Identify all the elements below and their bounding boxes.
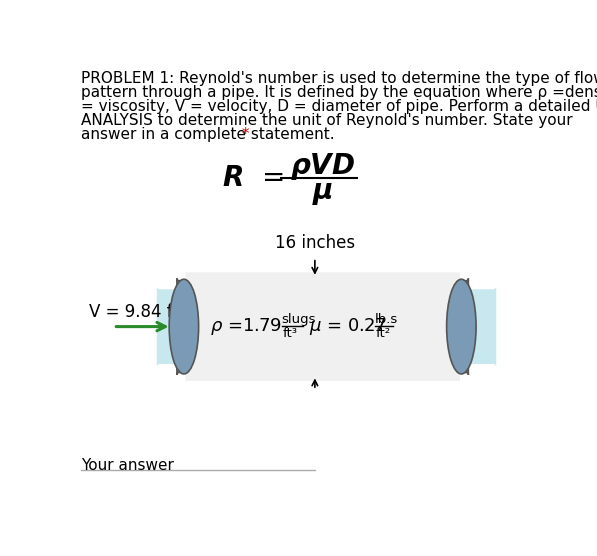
Text: ANALYSIS to determine the unit of Reynold's number. State your: ANALYSIS to determine the unit of Reynol… [81,113,573,128]
Text: $\bfit{R}$  =: $\bfit{R}$ = [222,165,283,192]
Text: ft²: ft² [376,327,390,340]
Text: slugs: slugs [282,313,316,326]
FancyBboxPatch shape [186,271,460,383]
Text: answer in a complete statement.: answer in a complete statement. [81,127,334,142]
Text: $\mu$ = 0.27: $\mu$ = 0.27 [309,316,386,337]
Text: PROBLEM 1: Reynold's number is used to determine the type of flow: PROBLEM 1: Reynold's number is used to d… [81,71,597,86]
Text: $\bfit{\rho VD}$: $\bfit{\rho VD}$ [290,151,355,182]
FancyBboxPatch shape [157,286,496,367]
Text: $\rho$ =1.79: $\rho$ =1.79 [210,316,282,337]
Text: $\bfit{\mu}$: $\bfit{\mu}$ [312,179,333,207]
Text: 16 inches: 16 inches [275,234,355,251]
Text: Your answer: Your answer [81,458,174,473]
Ellipse shape [169,279,199,374]
Text: lb.s: lb.s [374,313,398,326]
Text: pattern through a pipe. It is defined by the equation where ρ =density, μ: pattern through a pipe. It is defined by… [81,85,597,100]
FancyBboxPatch shape [177,279,468,375]
Text: ft³: ft³ [282,327,297,340]
Text: *: * [238,127,250,142]
Text: = viscosity, V = velocity, D = diameter of pipe. Perform a detailed UNIT: = viscosity, V = velocity, D = diameter … [81,99,597,114]
Ellipse shape [447,279,476,374]
Text: V = 9.84 ft/s: V = 9.84 ft/s [88,302,193,321]
